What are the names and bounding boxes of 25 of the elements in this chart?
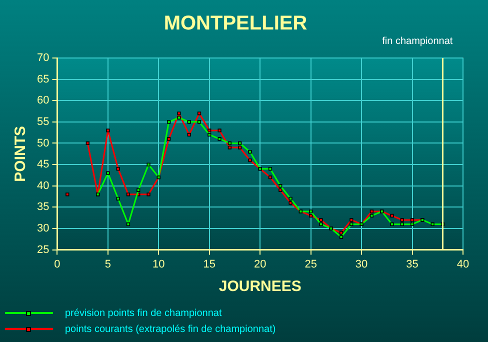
y-tick-label: 25	[36, 244, 50, 256]
x-tick-label: 0	[54, 258, 60, 270]
chart-title: MONTPELLIER	[164, 12, 308, 35]
x-tick-label: 10	[152, 258, 165, 270]
x-tick-label: 5	[104, 258, 112, 270]
x-tick-label: 15	[203, 258, 216, 270]
x-tick-label: 35	[406, 258, 418, 270]
y-axis-title: POINTS	[12, 126, 30, 182]
y-tick-label: 45	[36, 158, 50, 171]
y-tick-label: 65	[36, 73, 50, 86]
x-tick-label: 25	[304, 258, 317, 270]
y-tick-label: 30	[36, 222, 50, 235]
y-tick-label: 35	[36, 201, 50, 214]
y-tick-label: 50	[36, 137, 50, 150]
x-tick-label: 30	[355, 258, 368, 270]
x-axis-title: JOURNEES	[218, 278, 302, 296]
y-tick-label: 70	[36, 52, 50, 64]
y-tick-label: 55	[36, 116, 50, 128]
y-tick-label: 60	[36, 94, 50, 107]
x-tick-label: 40	[456, 258, 470, 270]
ref-line-label: fin championnat	[382, 36, 453, 47]
x-tick-label: 20	[254, 258, 266, 270]
y-tick-label: 40	[36, 180, 50, 192]
legend-label: points courants (extrapolés fin de championnat)	[65, 324, 276, 334]
legend-label: prévision points fin de championnat	[65, 308, 222, 318]
